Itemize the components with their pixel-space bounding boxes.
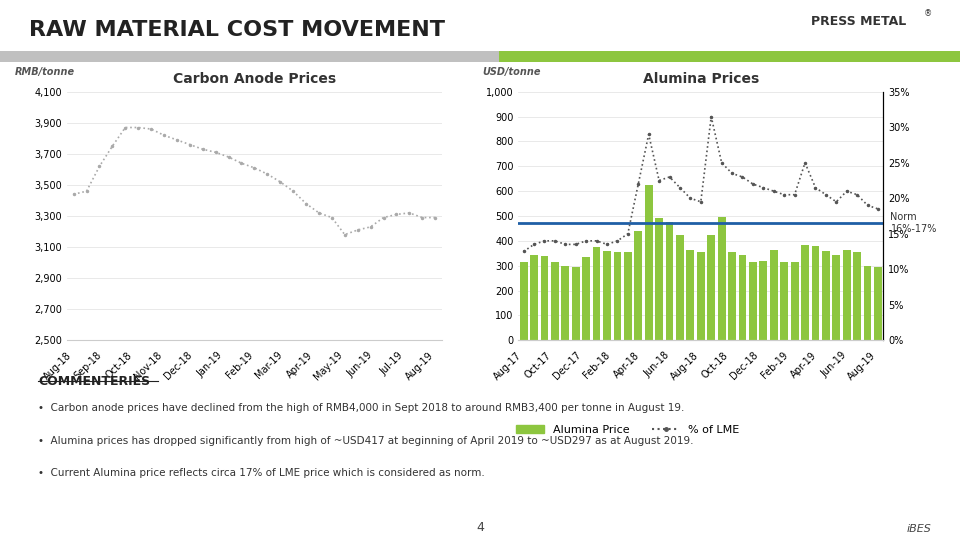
Bar [665, 222, 673, 340]
Text: PRESS METAL: PRESS METAL [811, 15, 906, 28]
Text: •  Carbon anode prices have declined from the high of RMB4,000 in Sept 2018 to a: • Carbon anode prices have declined from… [38, 403, 684, 414]
Bar [791, 262, 799, 340]
Bar [864, 266, 872, 340]
Bar [645, 185, 653, 340]
Bar [572, 267, 580, 340]
Bar [540, 256, 548, 340]
Bar [749, 262, 756, 340]
Text: •  Alumina prices has dropped significantly from high of ~USD417 at beginning of: • Alumina prices has dropped significant… [38, 436, 694, 446]
Bar [592, 247, 601, 340]
Bar [822, 251, 829, 340]
Bar [811, 246, 819, 340]
Text: 4: 4 [476, 521, 484, 534]
Text: RMB/tonne: RMB/tonne [14, 67, 75, 77]
Bar [801, 245, 809, 340]
Bar [0, 51, 499, 62]
Text: •  Current Alumina price reflects circa 17% of LME price which is considered as : • Current Alumina price reflects circa 1… [38, 468, 485, 478]
Bar [686, 249, 694, 340]
Bar [613, 252, 621, 340]
Bar [759, 261, 767, 340]
Bar [603, 251, 611, 340]
Legend: Alumina Price, % of LME: Alumina Price, % of LME [512, 420, 744, 439]
Text: iBES: iBES [906, 523, 931, 534]
Text: USD/tonne: USD/tonne [482, 67, 540, 77]
Bar [708, 234, 715, 340]
Bar [874, 267, 882, 340]
Bar [843, 249, 851, 340]
Text: RAW MATERIAL COST MOVEMENT: RAW MATERIAL COST MOVEMENT [29, 19, 444, 40]
Bar [780, 262, 788, 340]
Bar [519, 262, 528, 340]
Bar [635, 231, 642, 340]
Bar [832, 254, 840, 340]
Bar [697, 252, 705, 340]
Bar [853, 252, 861, 340]
Bar [738, 254, 747, 340]
Title: Carbon Anode Prices: Carbon Anode Prices [173, 72, 336, 86]
Bar [655, 219, 663, 340]
Bar [562, 266, 569, 340]
Bar [728, 252, 736, 340]
Bar [676, 234, 684, 340]
Bar [770, 249, 778, 340]
Bar [582, 257, 590, 340]
Bar [624, 252, 632, 340]
Bar [530, 254, 538, 340]
Bar [551, 262, 559, 340]
Title: Alumina Prices: Alumina Prices [642, 72, 759, 86]
Text: COMMENTERIES: COMMENTERIES [38, 375, 151, 388]
Text: Norm
16%-17%: Norm 16%-17% [891, 212, 937, 234]
Bar [718, 217, 726, 340]
Text: ®: ® [924, 9, 932, 18]
Bar [499, 51, 960, 62]
